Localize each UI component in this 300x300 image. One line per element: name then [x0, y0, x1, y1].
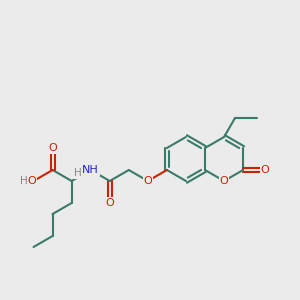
Text: H: H	[74, 168, 82, 178]
Text: H: H	[20, 176, 27, 186]
Text: O: O	[220, 176, 228, 186]
Text: O: O	[105, 198, 114, 208]
Text: O: O	[27, 176, 36, 186]
Text: O: O	[261, 165, 269, 175]
Text: NH: NH	[82, 165, 99, 175]
Text: O: O	[143, 176, 152, 186]
Text: O: O	[48, 143, 57, 153]
